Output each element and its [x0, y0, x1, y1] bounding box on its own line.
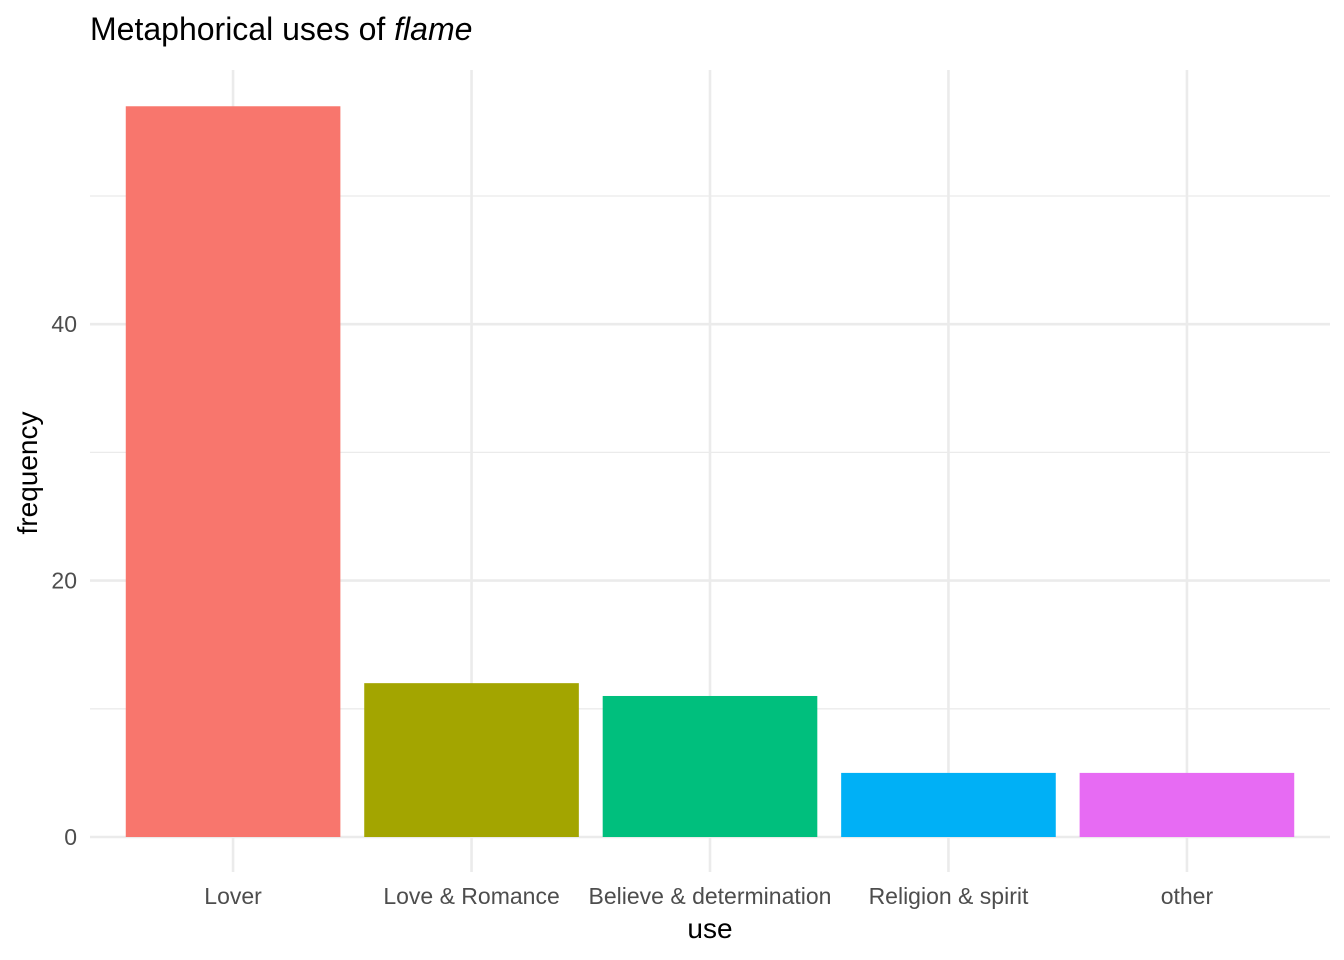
bar-lover: [125, 106, 341, 837]
x-axis-title: use: [687, 913, 732, 944]
x-tick-label: Love & Romance: [383, 883, 559, 909]
x-tick-label: Lover: [204, 883, 262, 909]
bar-believe-determination: [602, 695, 818, 837]
x-axis-ticks: Lover Love & Romance Believe & determinati…: [204, 883, 1213, 909]
bars: [125, 106, 1295, 837]
bar-religion-spirit: [841, 772, 1056, 837]
y-axis-title: frequency: [12, 412, 43, 535]
bar-other: [1079, 772, 1295, 837]
bar-love-romance: [364, 683, 579, 837]
chart-title: Metaphorical uses of flame: [90, 11, 472, 47]
y-tick-label: 0: [64, 824, 77, 850]
x-tick-label: Religion & spirit: [869, 883, 1029, 909]
y-tick-label: 20: [51, 568, 77, 594]
y-tick-label: 40: [51, 311, 77, 337]
y-axis-ticks: 0 20 40: [51, 311, 77, 850]
chart-title-emphasis: flame: [394, 11, 472, 47]
x-tick-label: other: [1161, 883, 1214, 909]
x-tick-label: Believe & determination: [589, 883, 832, 909]
